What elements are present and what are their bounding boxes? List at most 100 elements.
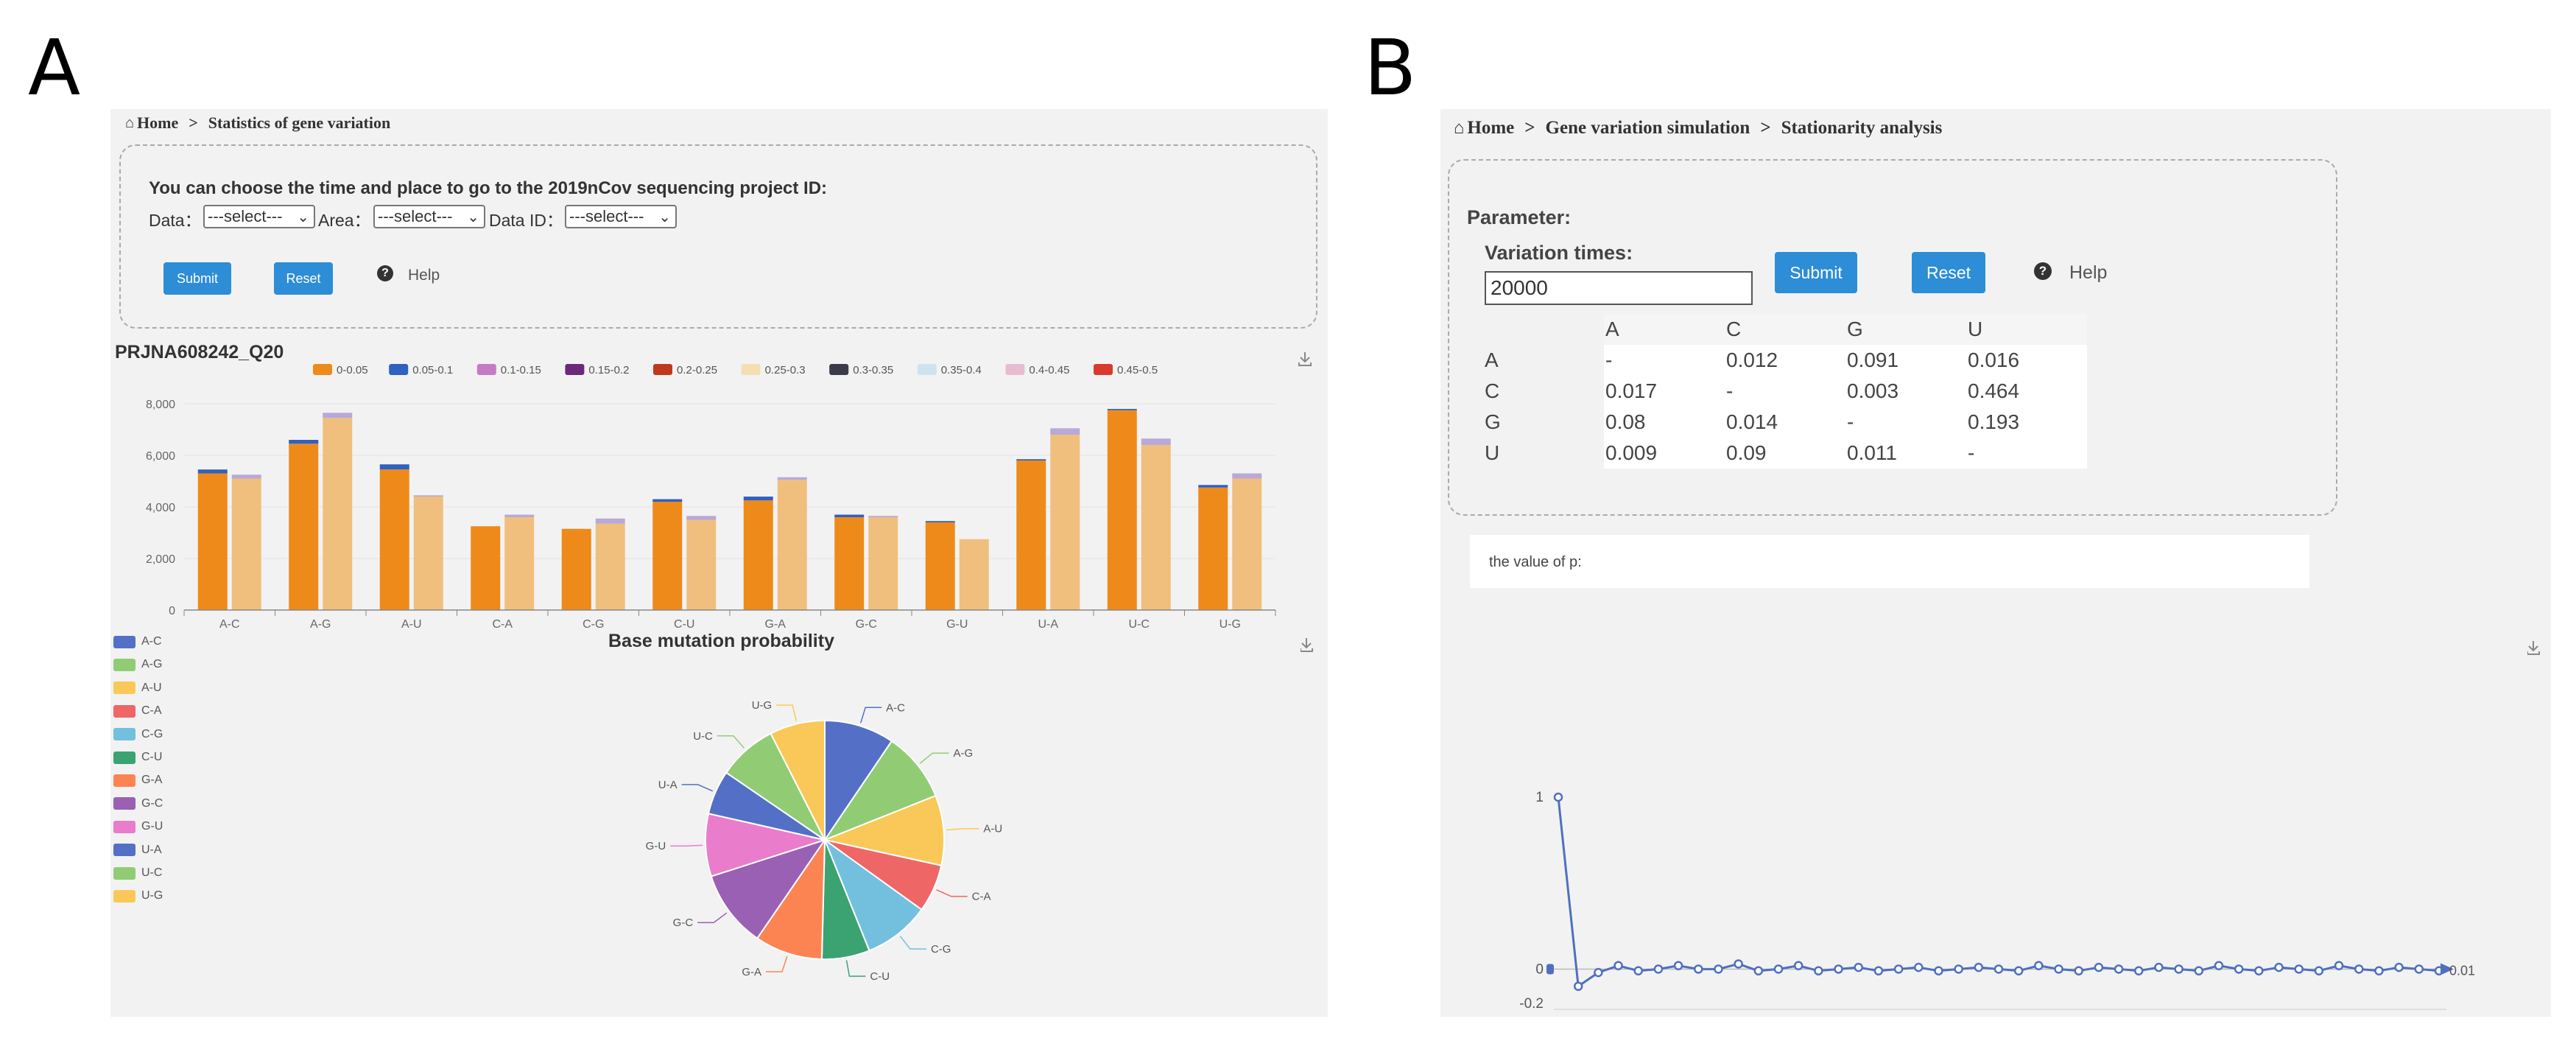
data-point[interactable] (1793, 961, 1803, 970)
bar-segment[interactable] (413, 497, 443, 610)
bar-segment[interactable] (686, 516, 717, 520)
bar-segment[interactable] (652, 499, 683, 502)
bar-segment[interactable] (777, 480, 807, 610)
help-link[interactable]: Help (408, 267, 440, 284)
bar-segment[interactable] (1016, 459, 1046, 460)
data-point[interactable] (1873, 966, 1884, 975)
data-point[interactable] (2334, 961, 2344, 970)
data-point[interactable] (1974, 962, 1984, 973)
variation-times-input[interactable]: 20000 (1485, 271, 1753, 305)
pie-legend-item[interactable]: U-G (113, 889, 163, 903)
bar-segment[interactable] (379, 464, 409, 470)
area-select[interactable]: ---select--- ⌄ (373, 205, 485, 228)
data-point[interactable] (1934, 966, 1943, 975)
legend-item[interactable]: 0.2-0.25 (653, 364, 717, 376)
bar-segment[interactable] (868, 516, 898, 517)
bar-segment[interactable] (595, 523, 625, 610)
data-point[interactable] (1753, 966, 1764, 975)
bar-segment[interactable] (1050, 435, 1080, 610)
pie-slice[interactable] (822, 794, 945, 866)
bar-segment[interactable] (652, 502, 683, 610)
pie-legend-item[interactable]: C-G (113, 728, 163, 741)
pie-legend-item[interactable]: C-U (113, 751, 162, 764)
bar-segment[interactable] (959, 539, 989, 610)
data-point[interactable] (1653, 964, 1664, 974)
help-icon[interactable]: ? (2034, 262, 2052, 280)
pie-slice[interactable] (770, 719, 826, 841)
pie-legend-item[interactable]: A-C (113, 635, 162, 648)
data-point[interactable] (1594, 967, 1603, 978)
data-point[interactable] (2394, 962, 2404, 973)
bar-segment[interactable] (834, 514, 865, 518)
data-point[interactable] (1694, 964, 1703, 974)
breadcrumb-home[interactable]: Home (1467, 118, 1515, 138)
data-point[interactable] (2154, 962, 2164, 973)
data-point[interactable] (1914, 962, 1924, 973)
submit-button[interactable]: Submit (1775, 252, 1857, 293)
data-point[interactable] (1954, 964, 1963, 974)
bar-segment[interactable] (1198, 485, 1228, 488)
bar-segment[interactable] (471, 526, 501, 610)
data-point[interactable] (1633, 966, 1643, 975)
bar-segment[interactable] (1107, 409, 1137, 410)
bar-segment[interactable] (197, 469, 228, 474)
data-point[interactable] (1714, 964, 1723, 974)
data-point[interactable] (2034, 961, 2044, 970)
bar-segment[interactable] (868, 517, 898, 610)
home-icon[interactable]: ⌂ (125, 114, 135, 131)
data-point[interactable] (1573, 981, 1583, 991)
pie-legend-item[interactable]: G-U (113, 820, 163, 833)
pie-slice[interactable] (824, 719, 893, 843)
bar-segment[interactable] (323, 413, 353, 418)
bar-segment[interactable] (1232, 473, 1262, 479)
bar-segment[interactable] (834, 517, 865, 610)
data-point[interactable] (2074, 966, 2083, 975)
bar-segment[interactable] (1016, 460, 1046, 610)
bar-segment[interactable] (686, 519, 717, 611)
legend-item[interactable]: 0.05-0.1 (389, 364, 453, 376)
data-point[interactable] (1834, 964, 1843, 974)
help-link[interactable]: Help (2069, 262, 2108, 283)
pie-legend-item[interactable]: U-C (113, 866, 162, 880)
submit-button[interactable]: Submit (163, 262, 231, 295)
bar-segment[interactable] (379, 469, 409, 610)
pie-legend-item[interactable]: U-A (113, 844, 162, 857)
data-point[interactable] (1613, 961, 1623, 970)
legend-item[interactable]: 0.45-0.5 (1094, 364, 1158, 376)
data-point[interactable] (1553, 792, 1563, 802)
help-icon[interactable]: ? (377, 265, 393, 281)
data-point[interactable] (1893, 964, 1904, 974)
pie-legend-item[interactable]: G-A (113, 774, 162, 787)
bar-segment[interactable] (289, 440, 319, 444)
legend-item[interactable]: 0-0.05 (313, 364, 368, 376)
bar-segment[interactable] (231, 478, 261, 611)
data-point[interactable] (2234, 964, 2244, 974)
bar-segment[interactable] (197, 473, 228, 611)
data-point[interactable] (1734, 959, 1743, 969)
data-point[interactable] (1673, 961, 1683, 970)
pie-slice[interactable] (823, 740, 937, 842)
data-point[interactable] (2314, 966, 2324, 975)
pie-slice[interactable] (823, 838, 923, 952)
data-point[interactable] (1854, 962, 1863, 973)
pie-legend-item[interactable]: A-G (113, 658, 162, 671)
download-icon[interactable] (1301, 638, 1315, 654)
legend-item[interactable]: 0.3-0.35 (829, 364, 893, 376)
legend-item[interactable]: 0.4-0.45 (1005, 364, 1069, 376)
pie-slice[interactable] (756, 837, 826, 960)
bar-segment[interactable] (289, 444, 319, 610)
data-id-select[interactable]: ---select--- ⌄ (565, 205, 677, 228)
data-point[interactable] (2134, 966, 2144, 975)
breadcrumb-home[interactable]: Home (137, 113, 179, 132)
data-point[interactable] (2054, 964, 2063, 974)
bar-segment[interactable] (743, 500, 773, 610)
bar-segment[interactable] (925, 522, 955, 610)
pie-slice[interactable] (710, 838, 827, 939)
data-point[interactable] (2414, 964, 2424, 974)
data-point[interactable] (2274, 962, 2284, 973)
pie-legend-item[interactable]: A-U (113, 682, 162, 695)
reset-button[interactable]: Reset (274, 262, 333, 295)
data-point[interactable] (2294, 964, 2304, 974)
bar-segment[interactable] (1198, 487, 1228, 610)
bar-segment[interactable] (1141, 445, 1171, 610)
